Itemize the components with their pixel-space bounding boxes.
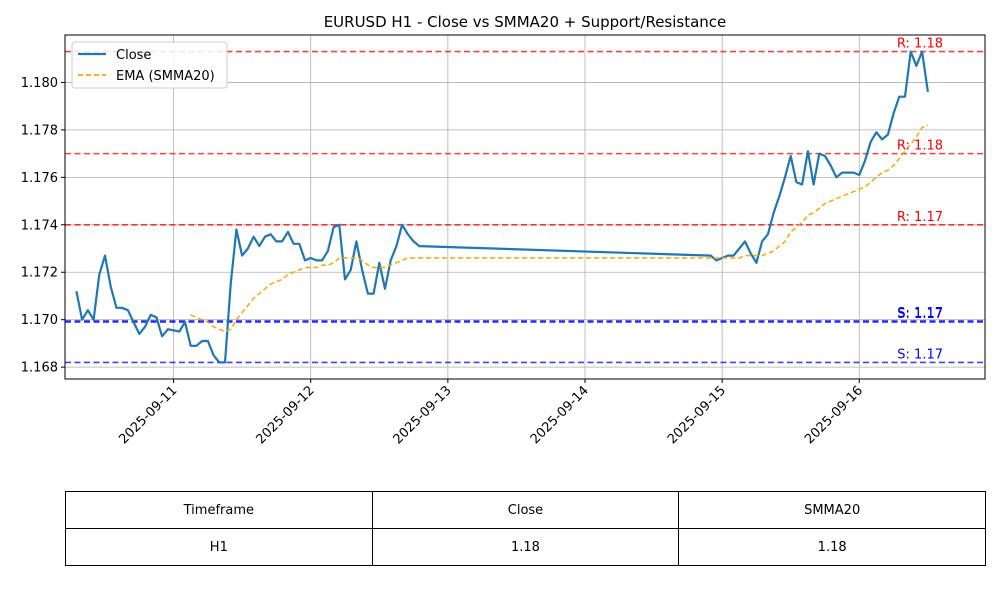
y-tick-label: 1.176 (21, 171, 58, 186)
y-tick-label: 1.180 (21, 76, 58, 91)
y-tick-label: 1.170 (21, 313, 58, 328)
x-tick-label: 2025-09-14 (528, 383, 592, 447)
x-tick-label: 2025-09-13 (391, 383, 455, 447)
support-resistance-levels (65, 50, 985, 364)
table-header-cell: Timeframe (65, 491, 373, 529)
series-lines (75, 50, 929, 364)
y-axis: 1.168 1.170 1.172 1.174 1.176 1.178 1.180 (21, 76, 65, 376)
table-cell: 1.18 (371, 528, 680, 566)
summary-table: Timeframe Close SMMA20 H1 1.18 1.18 (65, 491, 986, 566)
support-label: S: 1.17 (897, 347, 943, 362)
legend-box (71, 41, 228, 89)
x-tick-label: 2025-09-15 (665, 383, 729, 447)
series-line-smma20 (190, 124, 929, 333)
x-tick-label: 2025-09-11 (116, 383, 180, 447)
y-tick-label: 1.172 (21, 266, 58, 281)
table-header-cell: Close (371, 491, 680, 529)
x-axis: 2025-09-11 2025-09-12 2025-09-13 2025-09-14… (116, 379, 866, 447)
table-row: H1 1.18 1.18 (65, 528, 986, 566)
resistance-label: R: 1.17 (897, 210, 943, 225)
legend-label-smma: EMA (SMMA20) (116, 69, 215, 84)
level-labels: R: 1.18R: 1.18R: 1.17S: 1.17S: 1.17S: 1.… (897, 37, 943, 363)
table-header-row: Timeframe Close SMMA20 (65, 491, 986, 529)
plot-frame (64, 34, 986, 380)
y-tick-label: 1.178 (21, 123, 58, 138)
price-chart: EURUSD H1 - Close vs SMMA20 + Support/Re… (21, 13, 986, 447)
x-tick-label: 2025-09-16 (802, 383, 866, 447)
legend-label-close: Close (116, 48, 151, 63)
table-header-cell: SMMA20 (678, 491, 986, 529)
y-tick-label: 1.168 (21, 361, 58, 376)
resistance-label: R: 1.18 (897, 37, 943, 52)
series-line-close (75, 50, 929, 364)
legend: Close EMA (SMMA20) (71, 41, 228, 89)
x-tick-label: 2025-09-12 (254, 383, 318, 447)
resistance-label: R: 1.18 (897, 139, 943, 154)
y-tick-label: 1.174 (21, 218, 58, 233)
table-cell: H1 (65, 528, 373, 566)
support-label: S: 1.17 (897, 306, 943, 321)
chart-title: EURUSD H1 - Close vs SMMA20 + Support/Re… (324, 13, 727, 31)
support-label: S: 1.17 (897, 307, 943, 322)
table-cell: 1.18 (678, 528, 986, 566)
